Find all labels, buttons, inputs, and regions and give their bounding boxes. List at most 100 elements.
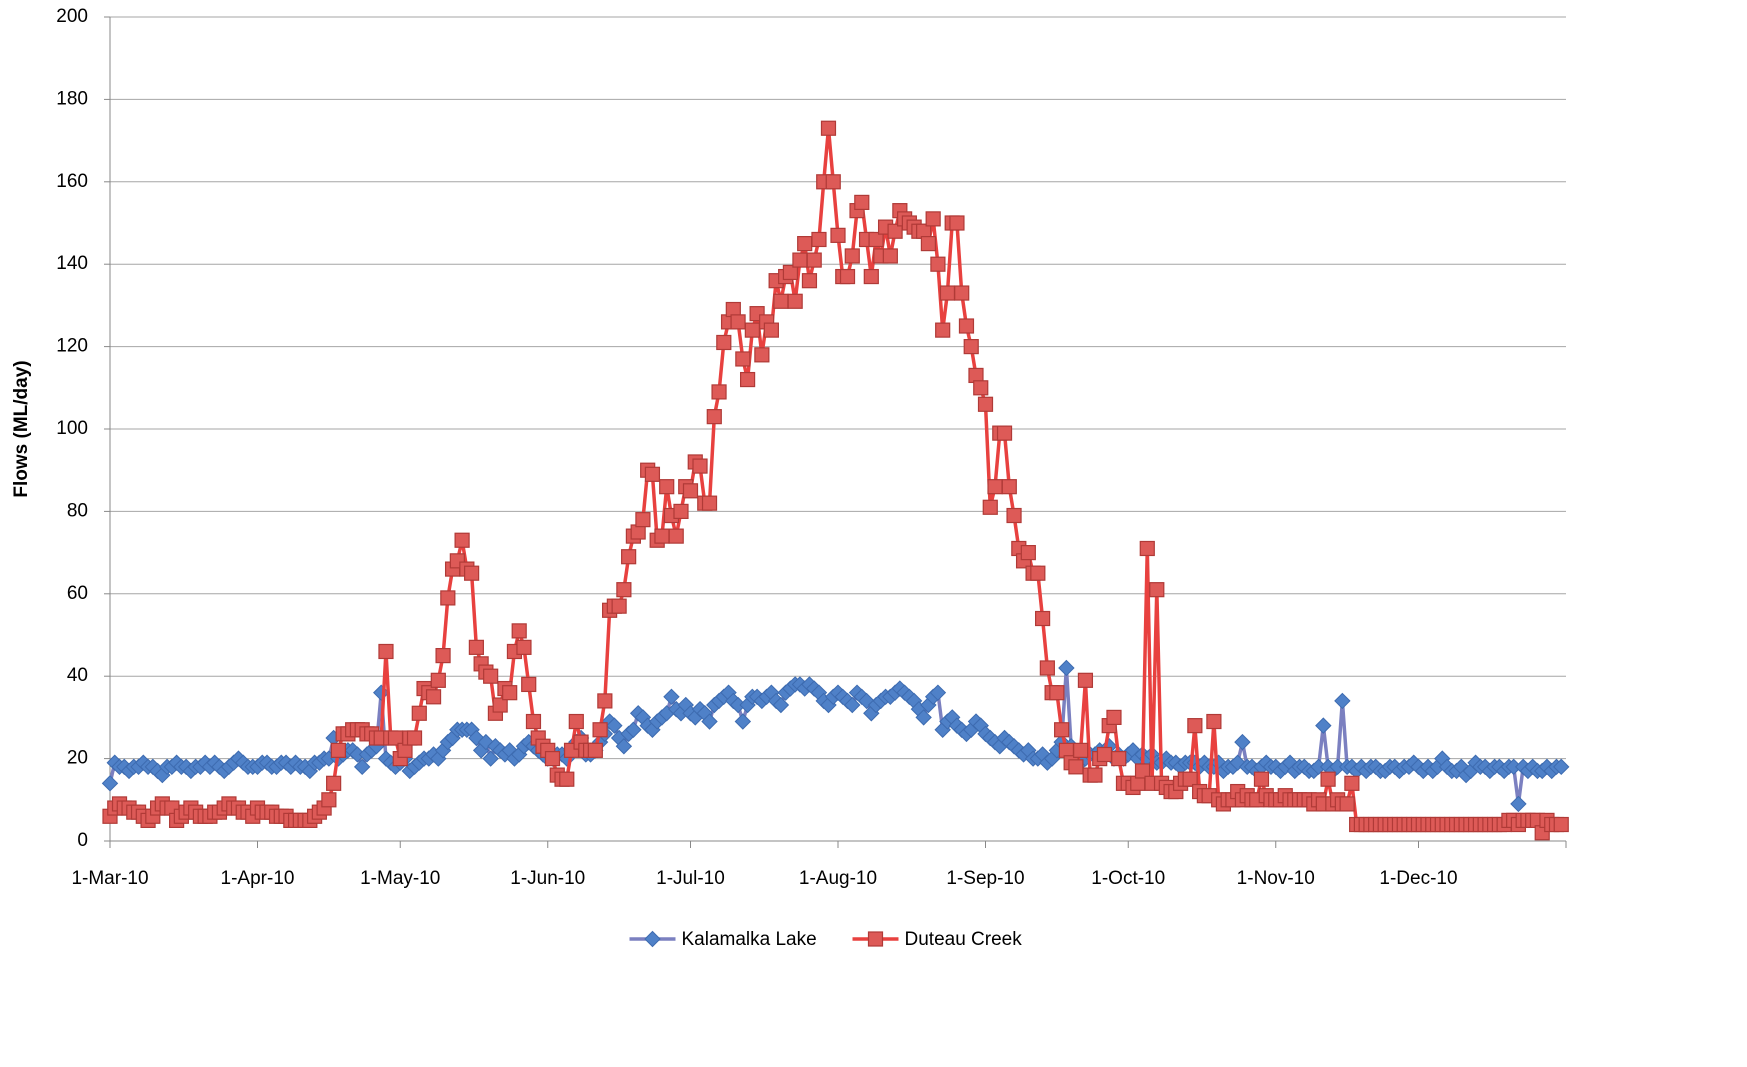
marker <box>1320 771 1336 787</box>
marker <box>882 248 898 264</box>
marker <box>734 713 752 730</box>
marker <box>929 684 947 701</box>
marker <box>744 322 760 338</box>
marker <box>792 252 808 268</box>
marker <box>1234 733 1251 751</box>
marker <box>1073 742 1089 758</box>
marker <box>568 713 584 730</box>
x-tick-label: 1-Apr-10 <box>221 868 295 889</box>
y-tick-label: 60 <box>67 583 88 604</box>
marker <box>1054 722 1070 738</box>
legend-label: Duteau Creek <box>905 929 1023 950</box>
marker <box>521 676 537 693</box>
marker <box>425 689 442 705</box>
marker <box>511 623 527 639</box>
marker <box>492 697 508 713</box>
marker <box>1187 718 1203 734</box>
marker <box>1339 796 1355 812</box>
marker <box>1111 750 1127 767</box>
legend-label: Kalamalka Lake <box>682 929 817 950</box>
marker <box>711 384 727 400</box>
y-tick-label: 200 <box>56 6 88 27</box>
x-tick-label: 1-Sep-10 <box>946 868 1024 889</box>
marker <box>654 528 670 544</box>
marker <box>1553 816 1569 833</box>
marker <box>430 672 446 688</box>
marker <box>611 598 627 614</box>
marker <box>1344 775 1360 791</box>
marker <box>925 211 941 227</box>
y-axis-label: Flows (ML/day) <box>11 360 32 497</box>
x-tick-label: 1-Nov-10 <box>1237 868 1315 889</box>
marker <box>806 252 822 268</box>
marker <box>659 479 675 495</box>
marker <box>982 499 998 515</box>
y-tick-label: 0 <box>77 830 88 851</box>
marker <box>701 495 718 511</box>
marker <box>1553 758 1570 776</box>
marker <box>987 479 1003 495</box>
marker <box>954 285 970 301</box>
marker <box>692 458 708 474</box>
marker <box>606 717 623 734</box>
marker <box>1106 709 1122 726</box>
marker <box>958 318 975 334</box>
marker <box>454 532 470 548</box>
marker <box>544 750 561 767</box>
marker <box>373 684 390 701</box>
marker <box>935 322 951 338</box>
marker <box>1035 610 1051 627</box>
marker <box>773 293 789 309</box>
marker <box>716 334 732 351</box>
marker <box>682 483 699 499</box>
marker <box>915 709 932 726</box>
marker <box>868 231 884 248</box>
marker <box>644 930 661 948</box>
marker <box>1001 479 1017 495</box>
y-tick-label: 140 <box>56 253 88 274</box>
x-tick-label: 1-Aug-10 <box>799 868 877 889</box>
plot-area <box>101 120 1570 841</box>
marker <box>525 713 542 730</box>
marker <box>1149 582 1165 598</box>
marker <box>592 722 608 738</box>
marker <box>1253 771 1270 787</box>
marker <box>887 223 903 239</box>
marker <box>996 425 1013 441</box>
marker <box>625 721 642 738</box>
marker <box>825 174 841 190</box>
marker <box>663 688 680 706</box>
marker <box>867 931 884 947</box>
y-tick-label: 80 <box>67 500 88 521</box>
marker <box>739 371 756 388</box>
y-tick-label: 40 <box>67 665 88 686</box>
marker <box>1134 763 1151 779</box>
marker <box>797 236 813 252</box>
marker <box>516 639 532 655</box>
marker <box>863 268 879 285</box>
marker <box>930 256 946 272</box>
grid: 0 20 40 60 80 100 120 140 160 180 200 1-Mar-10 1-Apr… <box>56 6 1567 889</box>
marker <box>1068 759 1084 775</box>
x-tick-label: 1-Oct-10 <box>1091 868 1165 889</box>
marker <box>735 351 751 367</box>
marker <box>1087 767 1103 783</box>
marker <box>1020 544 1036 561</box>
marker <box>101 775 119 792</box>
marker <box>406 730 423 746</box>
marker <box>597 693 613 709</box>
marker <box>587 742 603 758</box>
marker <box>668 528 684 544</box>
legend: Kalamalka Lake Duteau Creek <box>629 929 1023 950</box>
marker <box>1510 795 1527 813</box>
marker <box>1039 660 1055 676</box>
marker <box>701 713 718 730</box>
x-tick-label: 1-Jul-10 <box>656 868 725 889</box>
marker <box>644 466 661 482</box>
marker <box>1315 717 1332 734</box>
marker <box>772 696 790 714</box>
marker <box>787 293 803 309</box>
marker <box>1006 507 1022 524</box>
x-tick-label: 1-Jun-10 <box>510 868 585 889</box>
